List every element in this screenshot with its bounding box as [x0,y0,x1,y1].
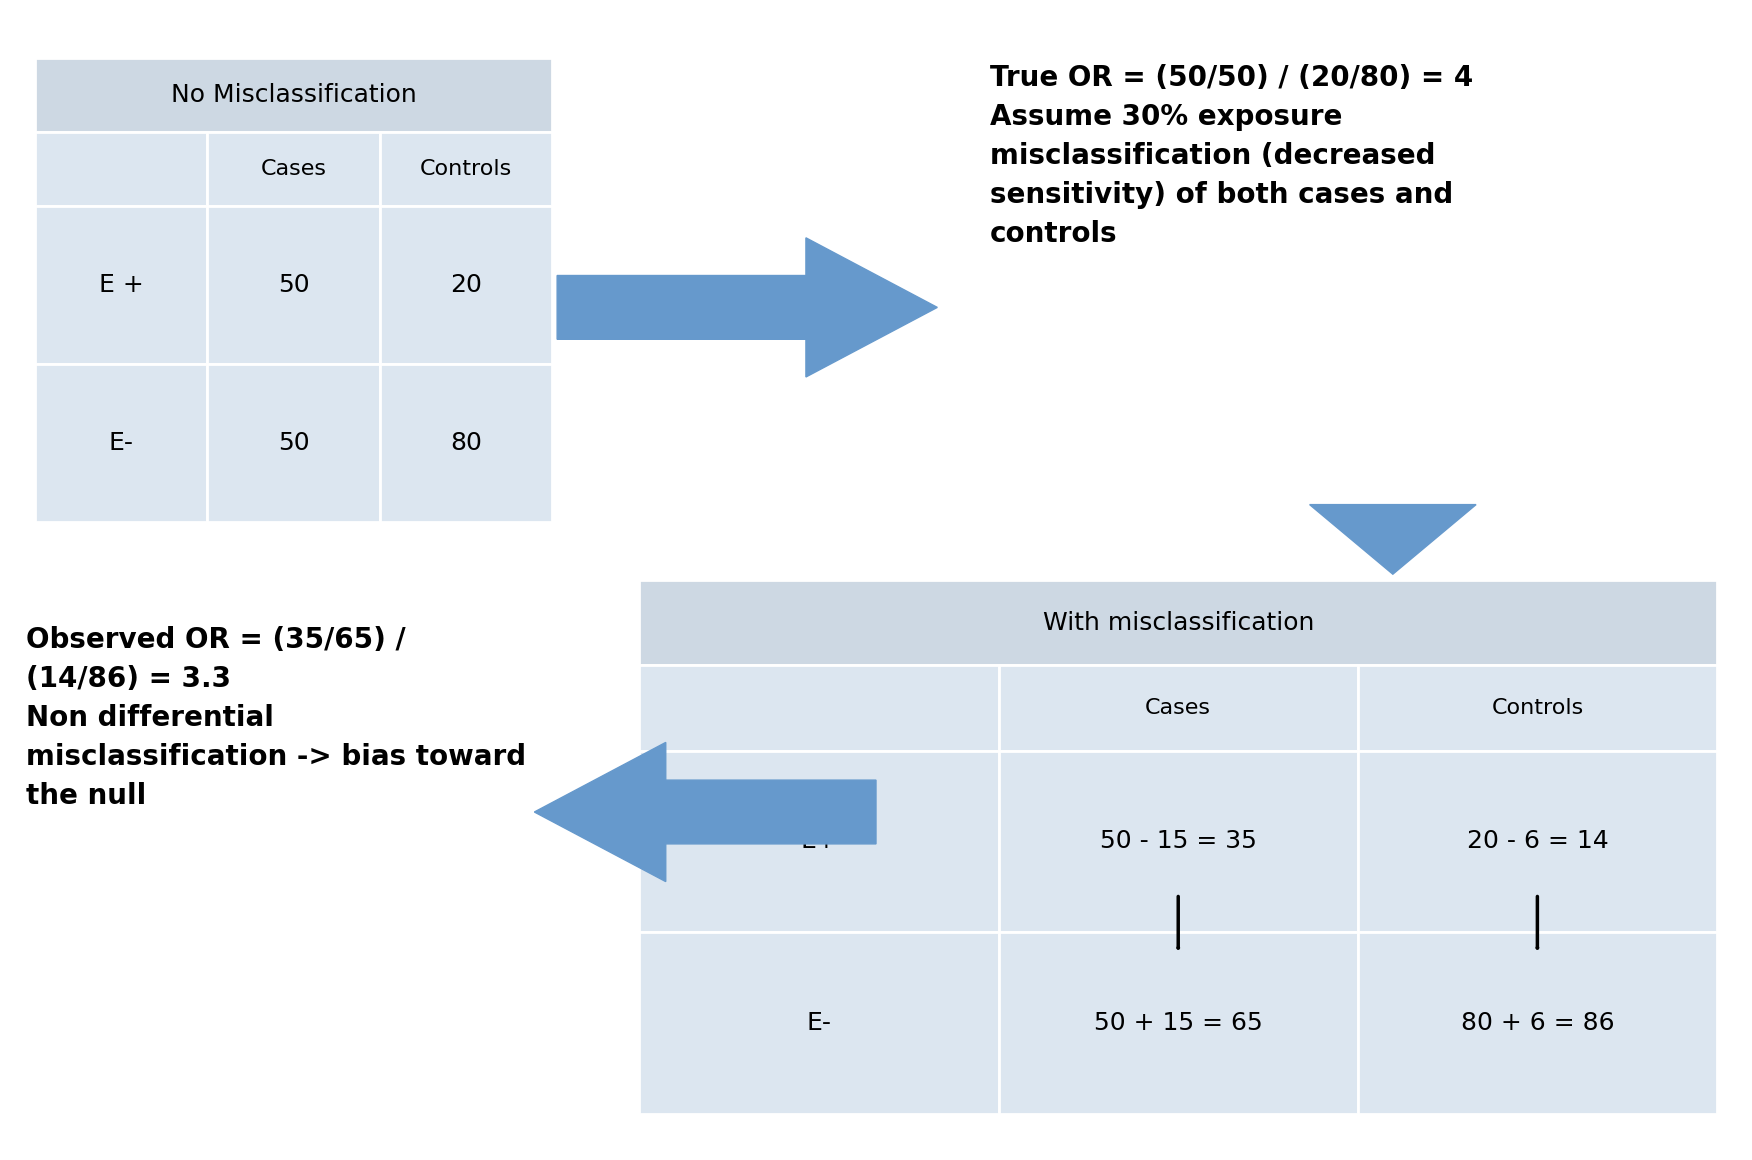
Polygon shape [534,742,876,882]
Text: Cases: Cases [261,159,326,180]
FancyBboxPatch shape [639,580,1717,666]
FancyBboxPatch shape [207,132,380,206]
FancyBboxPatch shape [380,206,552,364]
FancyBboxPatch shape [35,364,207,522]
Text: Observed OR = (35/65) /
(14/86) = 3.3
Non differential
misclassification -> bias: Observed OR = (35/65) / (14/86) = 3.3 No… [26,626,526,811]
Text: True OR = (50/50) / (20/80) = 4
Assume 30% exposure
misclassification (decreased: True OR = (50/50) / (20/80) = 4 Assume 3… [990,64,1473,248]
FancyBboxPatch shape [380,364,552,522]
FancyBboxPatch shape [35,206,207,364]
Text: 20: 20 [450,274,482,297]
Polygon shape [1310,505,1475,574]
FancyBboxPatch shape [35,58,552,132]
FancyBboxPatch shape [380,132,552,206]
Text: Controls: Controls [420,159,512,180]
FancyBboxPatch shape [639,666,999,751]
FancyBboxPatch shape [207,206,380,364]
Text: 50 + 15 = 65: 50 + 15 = 65 [1093,1010,1263,1035]
Text: Controls: Controls [1491,698,1584,718]
Text: Cases: Cases [1146,698,1211,718]
FancyBboxPatch shape [999,933,1358,1114]
Text: E-: E- [109,432,133,455]
Text: 80: 80 [450,432,482,455]
Text: E+: E+ [801,829,837,854]
Text: 80 + 6 = 86: 80 + 6 = 86 [1461,1010,1614,1035]
Polygon shape [557,238,937,377]
Text: 50: 50 [277,274,310,297]
FancyBboxPatch shape [1358,666,1717,751]
Text: 20 - 6 = 14: 20 - 6 = 14 [1466,829,1608,854]
FancyBboxPatch shape [639,933,999,1114]
Text: No Misclassification: No Misclassification [170,84,417,107]
Text: With misclassification: With misclassification [1042,610,1314,635]
FancyBboxPatch shape [207,364,380,522]
Text: E +: E + [98,274,144,297]
FancyBboxPatch shape [1358,933,1717,1114]
FancyBboxPatch shape [1358,751,1717,933]
FancyBboxPatch shape [999,751,1358,933]
FancyBboxPatch shape [35,132,207,206]
Text: 50 - 15 = 35: 50 - 15 = 35 [1100,829,1256,854]
FancyBboxPatch shape [999,666,1358,751]
Text: E-: E- [806,1010,832,1035]
FancyBboxPatch shape [639,751,999,933]
Text: 50: 50 [277,432,310,455]
